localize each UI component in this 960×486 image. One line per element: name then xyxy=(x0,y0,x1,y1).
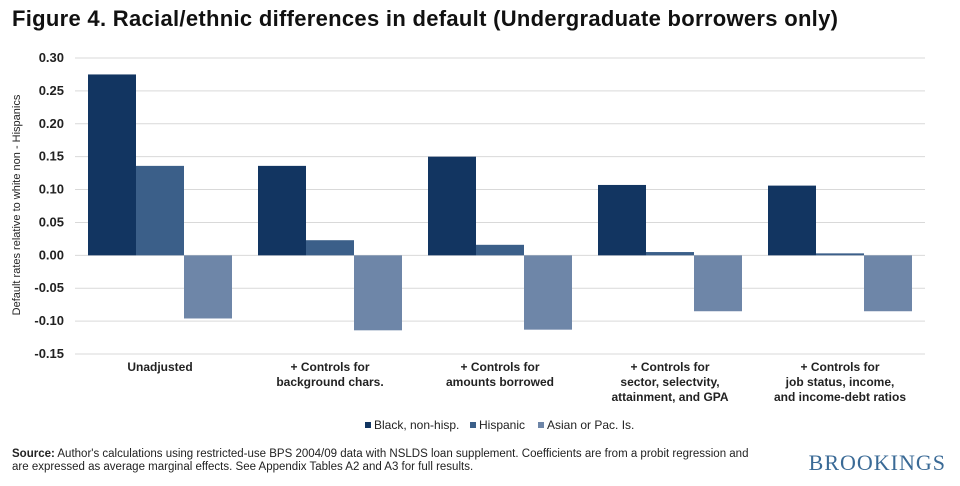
y-tick-label: 0.10 xyxy=(39,182,64,197)
bar xyxy=(816,253,864,256)
bar xyxy=(306,240,354,256)
x-category-label: Unadjusted xyxy=(127,360,192,374)
y-tick-label: 0.25 xyxy=(39,83,64,98)
legend-label: Asian or Pac. Is. xyxy=(547,418,634,432)
bar xyxy=(598,184,646,256)
x-category-label: + Controls for xyxy=(290,360,369,374)
x-category-label: attainment, and GPA xyxy=(611,390,728,404)
bar xyxy=(524,255,572,330)
bar xyxy=(88,74,136,256)
legend-label: Hispanic xyxy=(479,418,525,432)
x-category-label: + Controls for xyxy=(800,360,879,374)
legend-swatch xyxy=(538,422,544,428)
legend-label: Black, non-hisp. xyxy=(374,418,459,432)
y-tick-label: 0.20 xyxy=(39,116,64,131)
legend-swatch xyxy=(470,422,476,428)
bar xyxy=(258,165,306,256)
x-category-label: amounts borrowed xyxy=(446,375,554,389)
y-tick-label: 0.15 xyxy=(39,149,64,164)
source-text: Author's calculations using restricted-u… xyxy=(12,448,749,473)
x-category-label: background chars. xyxy=(276,375,383,389)
bar xyxy=(184,255,232,319)
bar xyxy=(428,156,476,256)
bar xyxy=(864,255,912,312)
y-tick-label: 0.05 xyxy=(39,214,64,229)
y-tick-label: -0.05 xyxy=(34,280,64,295)
bar xyxy=(694,255,742,312)
x-category-label: job status, income, xyxy=(785,375,895,389)
bar xyxy=(136,165,184,256)
y-tick-label: -0.15 xyxy=(34,346,64,361)
bar-chart: 0.30 0.25 0.20 0.15 0.10 0.05 0.00 -0.05 -0.10 -0… xyxy=(11,50,925,432)
x-category-label: + Controls for xyxy=(460,360,539,374)
bar xyxy=(354,255,402,331)
legend-swatch xyxy=(365,422,371,428)
legend: Black, non-hisp. Hispanic Asian or Pac. Is… xyxy=(365,418,634,432)
y-tick-label: 0.00 xyxy=(39,247,64,262)
source-label: Source: xyxy=(12,448,55,460)
bar xyxy=(476,244,524,256)
brookings-logo: BROOKINGS xyxy=(808,450,946,475)
bar xyxy=(768,185,816,256)
x-category-label: sector, selectvity, xyxy=(620,375,719,389)
y-axis-label: Default rates relative to white non - Hi… xyxy=(11,94,23,315)
y-tick-label: 0.30 xyxy=(39,50,64,65)
chart-title: Figure 4. Racial/ethnic differences in d… xyxy=(12,6,839,31)
source-note: Source: Author's calculations using rest… xyxy=(12,448,752,474)
bars xyxy=(88,74,912,331)
y-tick-label: -0.10 xyxy=(34,313,64,328)
bar xyxy=(646,252,694,256)
y-axis-ticks: 0.30 0.25 0.20 0.15 0.10 0.05 0.00 -0.05 -0.10 -0… xyxy=(34,50,64,361)
x-category-label: and income-debt ratios xyxy=(774,390,906,404)
x-category-label: + Controls for xyxy=(630,360,709,374)
